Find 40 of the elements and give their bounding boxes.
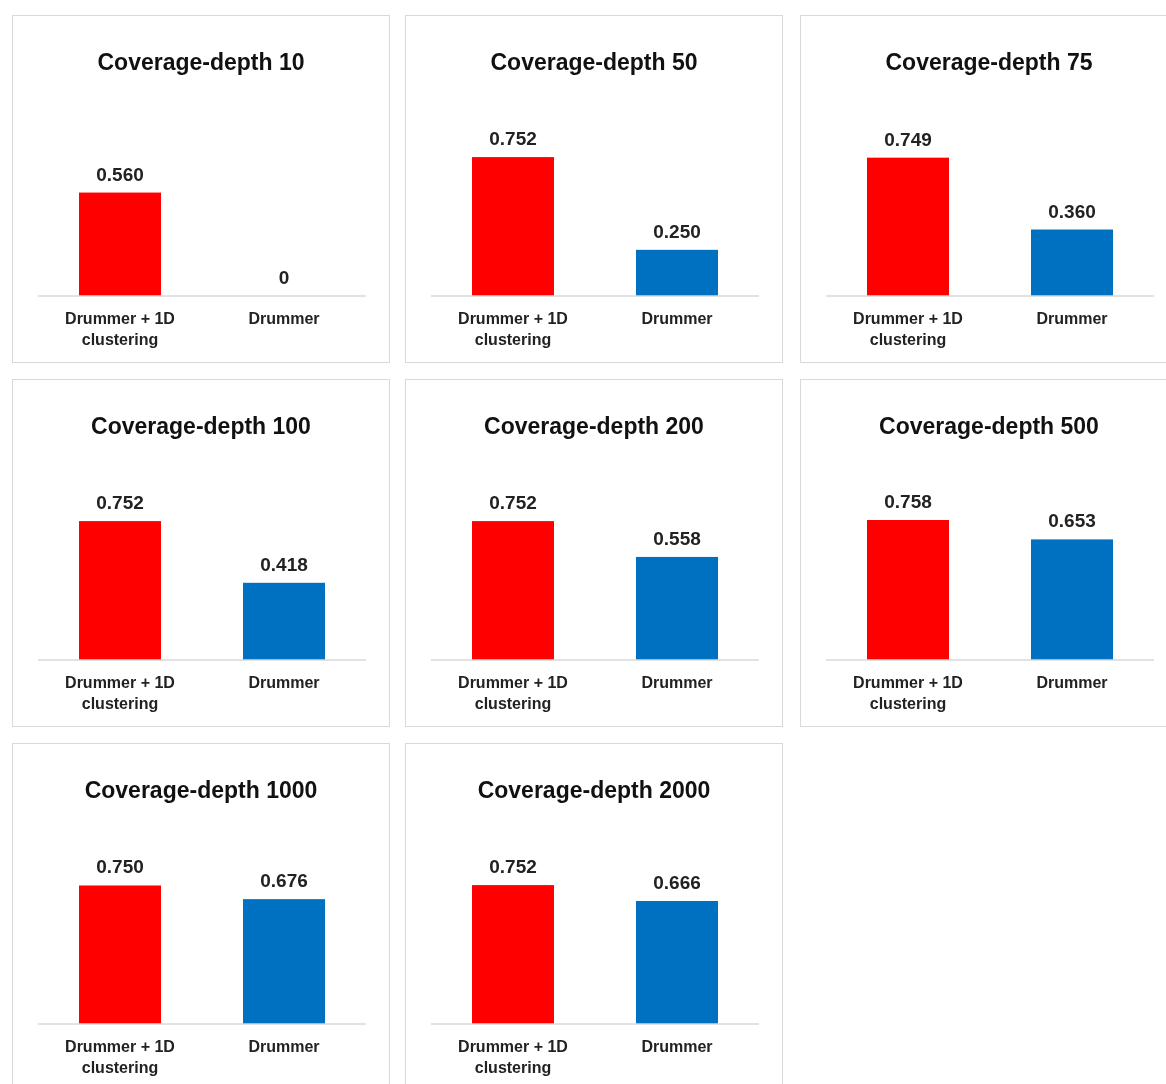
chart-title: Coverage-depth 200 <box>484 413 704 439</box>
data-label: 0.560 <box>96 163 144 185</box>
x-tick-label: Drummer + 1D clustering <box>65 1038 175 1076</box>
data-label: 0.558 <box>653 527 701 549</box>
data-label: 0.752 <box>96 492 144 514</box>
x-tick-label: Drummer + 1D clustering <box>853 310 963 348</box>
chart-title: Coverage-depth 10 <box>97 49 305 75</box>
x-tick-label: Drummer + 1D clustering <box>853 674 963 712</box>
data-label: 0.250 <box>653 220 701 242</box>
chart-title: Coverage-depth 100 <box>91 413 311 439</box>
data-label: 0 <box>278 267 290 288</box>
x-tick-label: Drummer + 1D clustering <box>458 674 568 712</box>
data-label: 0.653 <box>1048 510 1096 532</box>
data-label: 0.418 <box>260 553 308 575</box>
chart-title: Coverage-depth 2000 <box>477 777 711 803</box>
data-label: 0.666 <box>653 871 701 893</box>
data-label: 0.752 <box>489 128 537 150</box>
data-label: 0.749 <box>884 128 932 150</box>
x-tick-label: Drummer <box>248 310 320 327</box>
data-label: 0.758 <box>884 491 932 512</box>
x-tick-label: Drummer + 1D clustering <box>65 310 175 348</box>
data-label: 0.752 <box>489 856 537 878</box>
x-tick-label: Drummer <box>248 1038 320 1055</box>
data-label: 0.752 <box>489 492 537 514</box>
data-label: 0.750 <box>96 856 144 878</box>
chart-title: Coverage-depth 1000 <box>84 777 318 803</box>
data-label: 0.360 <box>1048 200 1096 222</box>
x-tick-label: Drummer <box>248 674 320 691</box>
x-tick-label: Drummer <box>1036 310 1108 327</box>
x-tick-label: Drummer + 1D clustering <box>458 310 568 348</box>
chart-title: Coverage-depth 500 <box>879 413 1099 439</box>
x-tick-label: Drummer + 1D clustering <box>458 1038 568 1076</box>
x-tick-label: Drummer <box>641 674 713 691</box>
x-tick-label: Drummer <box>1036 674 1108 691</box>
x-tick-label: Drummer <box>641 1038 713 1055</box>
data-label: 0.676 <box>260 870 308 892</box>
chart-title: Coverage-depth 75 <box>885 49 1093 75</box>
chart-title: Coverage-depth 50 <box>490 49 698 75</box>
x-tick-label: Drummer <box>641 310 713 327</box>
x-tick-label: Drummer + 1D clustering <box>65 674 175 712</box>
